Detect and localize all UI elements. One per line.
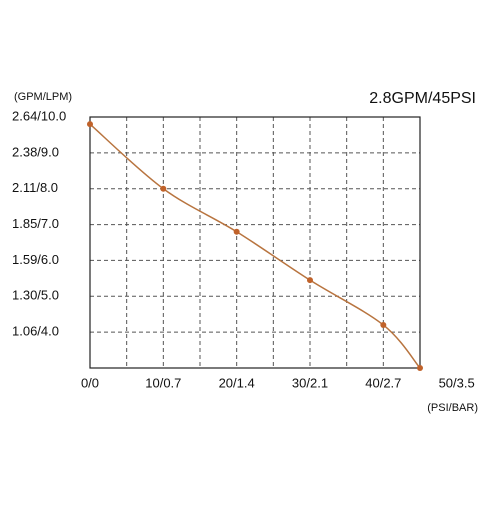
y-tick-label: 1.06/4.0 [12,324,59,339]
x-tick-label: 40/2.7 [365,375,401,390]
series-line [89,123,421,369]
data-point [233,228,240,235]
y-tick-label: 1.59/6.0 [12,252,59,267]
data-point [417,365,423,371]
x-tick-label: 50/3.5 [439,375,475,390]
x-axis-label: (PSI/BAR) [427,402,478,414]
y-tick-label: 2.11/8.0 [12,180,58,195]
data-point [87,121,93,128]
chart-title: 2.8GPM/45PSI [369,90,476,107]
plot-frame [89,116,421,369]
data-point [380,321,387,328]
data-point [307,277,313,284]
x-tick-label: 10/0.7 [145,375,181,390]
y-tick-label: 1.30/5.0 [12,288,59,303]
y-axis-label: (GPM/LPM) [14,91,72,103]
x-tick-label: 30/2.1 [292,375,328,390]
x-tick-label: 0/0 [81,375,99,390]
y-tick-label: 2.38/9.0 [12,144,59,159]
x-tick-label: 20/1.4 [219,375,255,390]
y-tick-label: 1.85/7.0 [12,216,59,231]
data-point [160,185,167,192]
y-tick-label: 2.64/10.0 [12,108,66,123]
